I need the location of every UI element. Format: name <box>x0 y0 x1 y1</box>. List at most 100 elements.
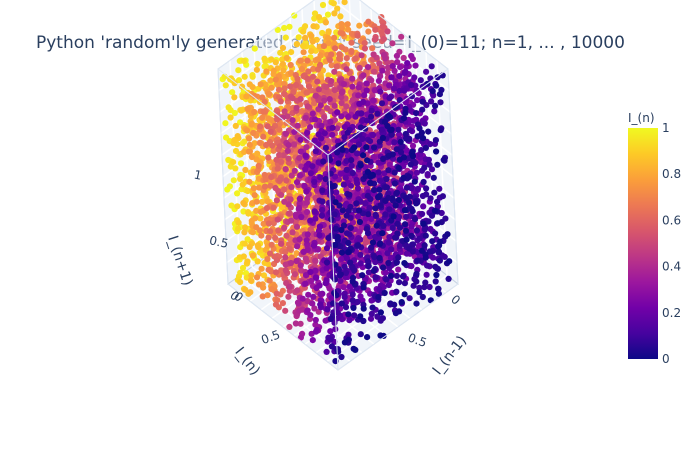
scatter-point <box>273 197 280 204</box>
scatter-point <box>239 181 246 188</box>
scatter-point <box>375 193 382 200</box>
scatter-point <box>346 191 353 198</box>
z-tick-label-0-5: 0.5 <box>208 233 230 251</box>
scatter-point <box>293 81 300 89</box>
scatter-point <box>263 141 270 149</box>
scatter-point <box>317 291 324 298</box>
scatter-point <box>386 82 393 89</box>
scatter-point <box>282 307 289 314</box>
scatter-point <box>359 272 366 279</box>
scatter-point <box>325 34 332 42</box>
scatter-point <box>293 250 300 257</box>
scatter-point <box>418 147 425 154</box>
scatter-point <box>365 18 372 25</box>
scatter-point <box>419 98 426 105</box>
scatter-point <box>421 164 428 171</box>
scatter-point <box>302 23 309 30</box>
scatter-point <box>353 150 360 157</box>
scatter-point <box>400 54 407 62</box>
scatter-point <box>338 99 345 107</box>
scatter-point <box>343 166 350 173</box>
scatter-point <box>409 241 417 248</box>
scatter-point <box>235 219 242 226</box>
scatter-point <box>419 210 426 218</box>
scatter-point <box>315 86 322 93</box>
scatter-point <box>296 236 303 243</box>
scatter-point <box>267 228 274 235</box>
scatter-point <box>431 189 438 196</box>
scatter-point <box>222 82 229 89</box>
scatter-point <box>386 234 393 241</box>
scatter-point <box>259 293 266 300</box>
scatter-point <box>297 148 304 155</box>
scatter-point <box>342 174 349 181</box>
scatter-point <box>435 248 443 255</box>
scatter-point <box>335 160 342 167</box>
scatter-point <box>392 310 399 317</box>
scatter-point <box>245 210 252 217</box>
scatter-point <box>258 232 265 239</box>
scatter-point <box>331 276 339 283</box>
scatter-point <box>308 48 315 55</box>
scatter-point <box>402 227 410 234</box>
scatter-point <box>255 162 262 169</box>
scatter-point <box>248 121 255 128</box>
scene-edge <box>217 0 316 70</box>
scatter-point <box>399 273 407 280</box>
scatter-point <box>264 198 271 205</box>
scatter-point <box>343 212 350 219</box>
scatter-point <box>290 141 298 148</box>
scatter-point <box>246 81 253 88</box>
scatter-point <box>334 125 341 132</box>
scatter-point <box>395 197 402 204</box>
scatter-point <box>326 199 333 206</box>
colorbar-tick-label: 0.2 <box>662 306 681 320</box>
scatter-point <box>428 98 435 105</box>
scatter-point <box>371 187 378 194</box>
scatter-point <box>287 83 294 90</box>
scatter-point <box>354 190 361 197</box>
scatter-point <box>246 243 253 251</box>
scatter-point <box>381 289 388 297</box>
scatter-point <box>403 195 410 202</box>
scatter-point <box>278 240 285 247</box>
scatter-point <box>377 88 384 95</box>
scatter-point <box>437 127 444 134</box>
scatter-point <box>311 137 318 144</box>
scatter-point <box>408 232 415 239</box>
scatter-point <box>272 301 280 308</box>
colorbar[interactable]: I_(n) 0 0.2 0.4 0.6 0.8 1 <box>628 111 681 366</box>
scatter-point <box>395 126 402 133</box>
scatter-point <box>303 272 310 279</box>
scatter-point <box>406 127 413 134</box>
scatter-point <box>428 63 435 70</box>
scatter-point <box>258 265 265 272</box>
scatter-point <box>312 116 319 123</box>
scatter-point <box>337 13 344 20</box>
scatter-point <box>240 253 247 260</box>
scatter-point <box>327 118 334 125</box>
scatter-point <box>284 147 291 154</box>
scatter-point <box>429 88 436 95</box>
scatter-point <box>365 263 372 270</box>
scatter-point <box>314 78 321 85</box>
scatter-point <box>372 205 379 212</box>
scatter-point <box>291 271 299 278</box>
scatter-point <box>332 45 339 52</box>
scatter-point <box>436 257 443 264</box>
x-axis-title: I_(n-1) <box>430 333 470 378</box>
scatter-point <box>337 170 344 177</box>
scatter-point <box>420 203 427 210</box>
scene-3d[interactable] <box>217 0 459 371</box>
scatter-point <box>426 248 433 255</box>
scatter-point <box>319 198 326 205</box>
scatter-point <box>423 271 430 278</box>
scatter-point <box>297 136 304 143</box>
scatter-point <box>397 138 404 145</box>
scatter-point <box>267 77 274 84</box>
scatter-point <box>348 157 355 164</box>
scatter-point <box>245 148 252 155</box>
scatter-point <box>257 208 264 215</box>
scatter-point <box>315 56 322 63</box>
scatter-point <box>432 278 439 285</box>
